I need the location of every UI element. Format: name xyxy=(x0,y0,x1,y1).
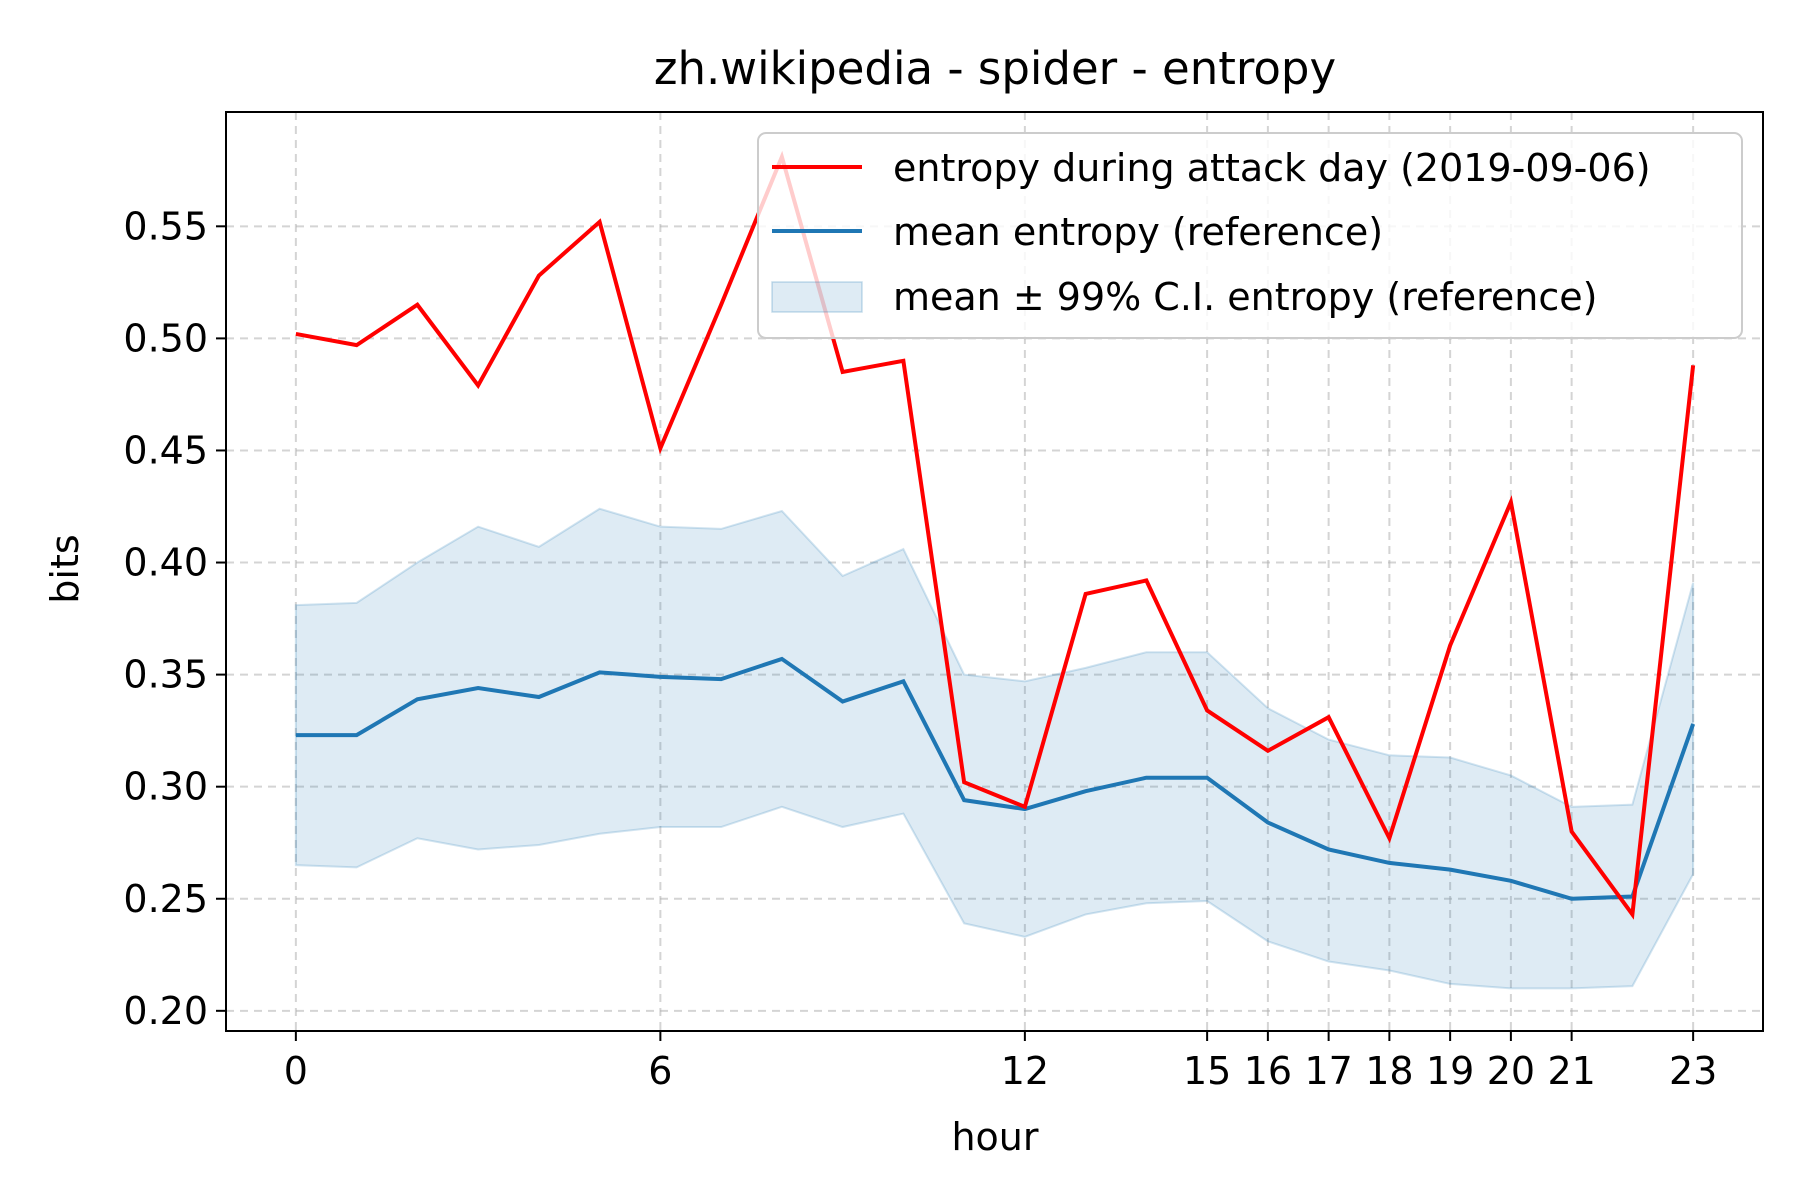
plot-frame xyxy=(225,111,1764,1032)
series-lines xyxy=(295,150,1696,920)
x-axis-ticks: 0 6 12 15 16 17 18 19 20 21 23 xyxy=(284,1031,1717,1093)
x-tick-label: 23 xyxy=(1669,1049,1717,1093)
legend-label-attack-day: entropy during attack day (2019-09-06) xyxy=(893,146,1651,190)
x-tick-label: 19 xyxy=(1426,1049,1474,1093)
x-tick-label: 21 xyxy=(1547,1049,1595,1093)
x-tick-label: 20 xyxy=(1487,1049,1535,1093)
y-axis-label: bits xyxy=(43,534,87,603)
x-tick-label: 15 xyxy=(1183,1049,1231,1093)
x-tick-label: 18 xyxy=(1365,1049,1413,1093)
x-tick-label: 6 xyxy=(648,1049,672,1093)
attack-day-line xyxy=(295,150,1696,920)
x-tick-label: 12 xyxy=(1001,1049,1049,1093)
x-axis-label: hour xyxy=(951,1115,1038,1159)
y-tick-label: 0.20 xyxy=(123,989,208,1033)
mean-entropy-line xyxy=(295,656,1696,901)
ci-band-layer xyxy=(294,507,1695,990)
grid xyxy=(226,112,1763,1031)
legend: entropy during attack day (2019-09-06) m… xyxy=(757,132,1743,339)
y-tick-label: 0.25 xyxy=(123,877,208,921)
y-axis-ticks: 0.20 0.25 0.30 0.35 0.40 0.45 0.50 0.55 xyxy=(123,204,226,1033)
y-tick-label: 0.30 xyxy=(123,765,208,809)
x-tick-label: 17 xyxy=(1304,1049,1352,1093)
legend-box xyxy=(757,132,1743,339)
y-tick-label: 0.55 xyxy=(123,204,208,248)
y-tick-label: 0.45 xyxy=(123,428,208,472)
x-tick-label: 16 xyxy=(1244,1049,1292,1093)
legend-swatch-ci-band xyxy=(771,281,863,313)
chart-title: zh.wikipedia - spider - entropy xyxy=(654,42,1336,95)
y-tick-label: 0.50 xyxy=(123,316,208,360)
y-tick-label: 0.40 xyxy=(123,541,208,585)
y-tick-label: 0.35 xyxy=(123,653,208,697)
x-tick-label: 0 xyxy=(284,1049,308,1093)
legend-label-mean: mean entropy (reference) xyxy=(893,210,1383,254)
ci-band xyxy=(294,507,1695,990)
legend-label-ci-band: mean ± 99% C.I. entropy (reference) xyxy=(893,275,1597,319)
